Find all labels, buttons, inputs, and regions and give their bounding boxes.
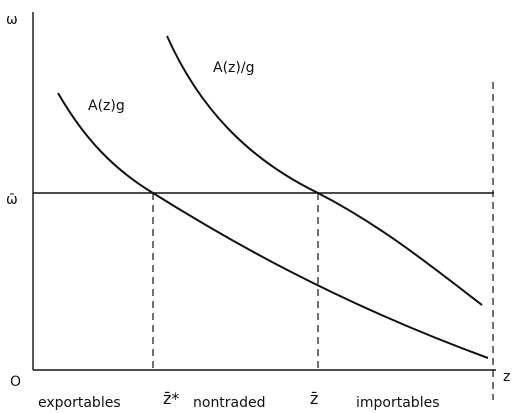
curve-a-z-over-g (166, 35, 483, 306)
omega-bar-label: ω̄ (6, 192, 18, 208)
marker-label: z̄ (310, 389, 318, 408)
region-label: exportables (38, 395, 121, 411)
region-label: nontraded (193, 395, 266, 411)
origin-label: O (10, 374, 21, 390)
marker-label: z̄* (163, 389, 179, 408)
x-axis-label: z (503, 369, 510, 385)
curve-label: A(z)/g (213, 60, 254, 76)
curve-label: A(z)g (88, 98, 125, 114)
region-label: importables (356, 395, 440, 411)
y-axis-label: ω (6, 12, 18, 28)
curve-a-z-g (57, 92, 489, 359)
